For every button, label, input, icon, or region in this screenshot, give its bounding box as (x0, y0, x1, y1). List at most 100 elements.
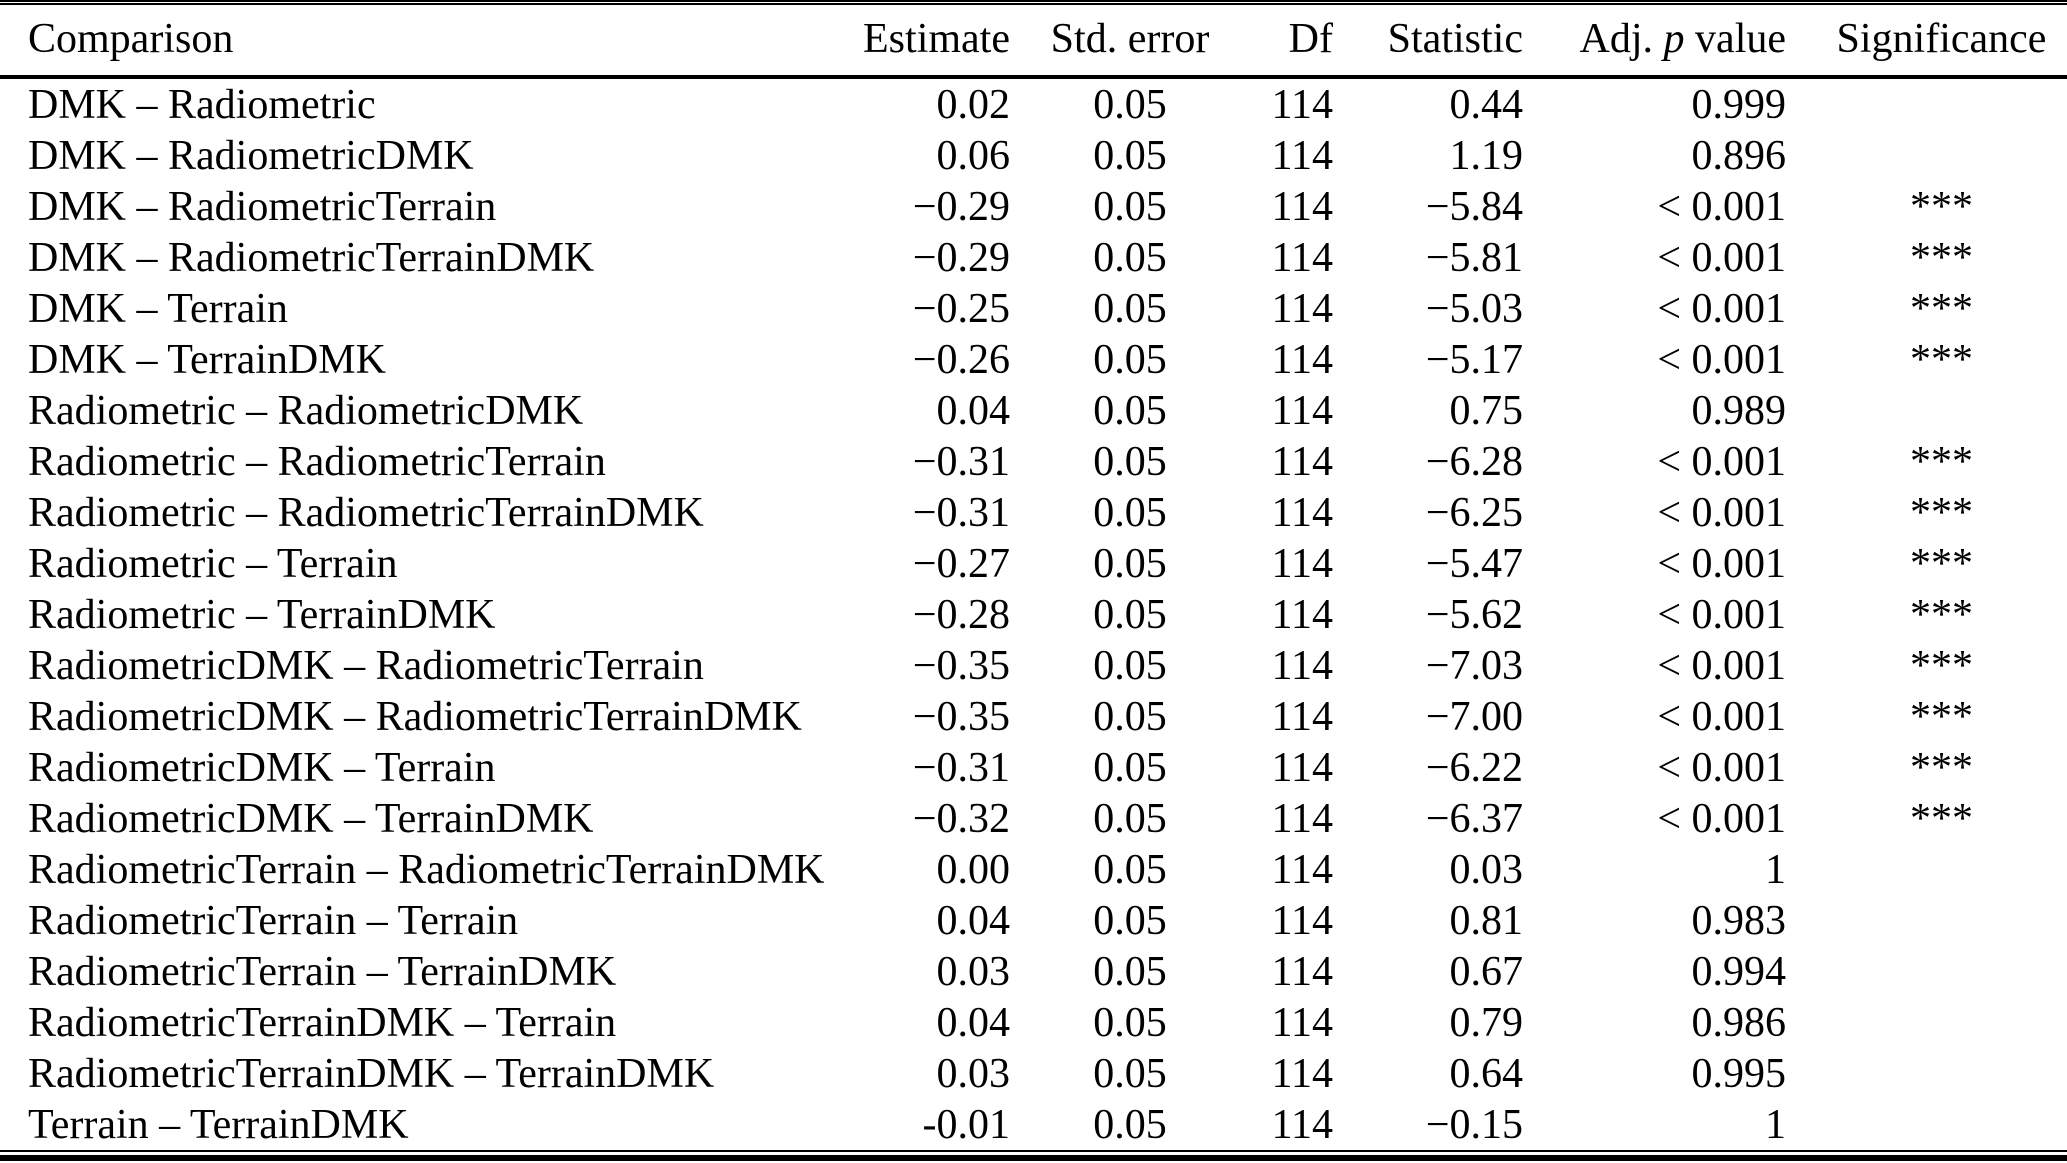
table-row: RadiometricDMK – RadiometricTerrain −0.35… (0, 640, 2067, 691)
cell-comparison: RadiometricTerrain – TerrainDMK (28, 948, 617, 995)
cell-significance (1786, 130, 2067, 181)
cell-adj_p_value: 0.995 (1691, 1050, 1787, 1097)
cell-significance: *** (1910, 744, 1973, 791)
cell-comparison: Radiometric – Terrain (28, 540, 398, 587)
cell-df: 114 (1271, 540, 1333, 587)
cell-std_error: 0.05 (1093, 336, 1167, 383)
cell-significance: *** (1910, 183, 1973, 230)
cell-adj_p_value: < 0.001 (1657, 693, 1786, 740)
cell-estimate: −0.25 (912, 285, 1010, 332)
col-header-comparison: Comparison (0, 5, 830, 79)
table-row: RadiometricTerrain – RadiometricTerrainD… (0, 844, 2067, 895)
cell-estimate: 0.03 (936, 948, 1011, 995)
cell-std_error: 0.05 (1093, 489, 1167, 536)
cell-std_error: 0.05 (1093, 438, 1167, 485)
cell-statistic: 0.03 (1449, 846, 1524, 893)
cell-significance: *** (1910, 540, 1973, 587)
cell-df: 114 (1271, 336, 1333, 383)
cell-comparison: Terrain – TerrainDMK (28, 1101, 409, 1148)
cell-adj_p_value: 0.983 (1691, 897, 1787, 944)
cell-df: 114 (1271, 897, 1333, 944)
cell-comparison: DMK – Terrain (28, 285, 288, 332)
cell-significance (1786, 844, 2067, 895)
cell-estimate: 0.04 (936, 897, 1011, 944)
cell-statistic: −5.81 (1425, 234, 1523, 281)
col-header-significance: Significance (1786, 5, 2067, 79)
cell-adj_p_value: 0.986 (1691, 999, 1787, 1046)
cell-comparison: DMK – TerrainDMK (28, 336, 386, 383)
cell-estimate: −0.28 (912, 591, 1010, 638)
table-row: Radiometric – Terrain −0.27 0.05 114 −5.47 < … (0, 538, 2067, 589)
cell-comparison: Radiometric – RadiometricTerrain (28, 438, 606, 485)
cell-statistic: 0.81 (1449, 897, 1524, 944)
cell-comparison: DMK – RadiometricTerrain (28, 183, 497, 230)
cell-std_error: 0.05 (1093, 999, 1167, 1046)
cell-std_error: 0.05 (1093, 387, 1167, 434)
cell-std_error: 0.05 (1093, 81, 1167, 128)
table-row: DMK – Terrain −0.25 0.05 114 −5.03 < 0.001 *** (0, 283, 2067, 334)
cell-adj_p_value: < 0.001 (1657, 489, 1786, 536)
cell-std_error: 0.05 (1093, 693, 1167, 740)
cell-estimate: −0.32 (912, 795, 1010, 842)
cell-significance: *** (1910, 438, 1973, 485)
table-row: DMK – Radiometric 0.02 0.05 114 0.44 0.999 (0, 77, 2067, 130)
cell-adj_p_value: < 0.001 (1657, 591, 1786, 638)
cell-comparison: RadiometricDMK – RadiometricTerrainDMK (28, 693, 802, 740)
cell-df: 114 (1271, 591, 1333, 638)
col-header-std-error: Std. error (1010, 5, 1250, 79)
cell-statistic: −7.00 (1425, 693, 1523, 740)
cell-comparison: RadiometricDMK – TerrainDMK (28, 795, 594, 842)
cell-significance (1786, 77, 2067, 130)
adj-p-prefix: Adj. (1579, 16, 1654, 62)
cell-comparison: Radiometric – RadiometricDMK (28, 387, 584, 434)
table-row: RadiometricDMK – RadiometricTerrainDMK −0… (0, 691, 2067, 742)
cell-adj_p_value: < 0.001 (1657, 234, 1786, 281)
cell-df: 114 (1271, 693, 1333, 740)
cell-significance (1786, 1099, 2067, 1150)
cell-significance (1786, 997, 2067, 1048)
header-row: Comparison Estimate Std. error Df Statis… (0, 5, 2067, 79)
adj-p-italic-p: p (1663, 16, 1685, 62)
cell-adj_p_value: < 0.001 (1657, 642, 1786, 689)
cell-significance (1786, 385, 2067, 436)
cell-adj_p_value: < 0.001 (1657, 438, 1786, 485)
cell-statistic: 0.75 (1449, 387, 1524, 434)
cell-comparison: RadiometricDMK – RadiometricTerrain (28, 642, 704, 689)
cell-comparison: RadiometricTerrainDMK – Terrain (28, 999, 617, 1046)
cell-significance: *** (1910, 591, 1973, 638)
cell-estimate: −0.26 (912, 336, 1010, 383)
cell-significance (1786, 946, 2067, 997)
table-top-rule (0, 0, 2067, 5)
table-row: RadiometricTerrain – TerrainDMK 0.03 0.05 1… (0, 946, 2067, 997)
table-row: Terrain – TerrainDMK -0.01 0.05 114 −0.15 1 (0, 1099, 2067, 1150)
table-row: DMK – TerrainDMK −0.26 0.05 114 −5.17 < 0.001… (0, 334, 2067, 385)
cell-std_error: 0.05 (1093, 132, 1167, 179)
cell-estimate: 0.02 (936, 81, 1011, 128)
col-header-estimate: Estimate (830, 5, 1010, 79)
cell-statistic: 0.44 (1449, 81, 1524, 128)
table-row: Radiometric – RadiometricDMK 0.04 0.05 114 0… (0, 385, 2067, 436)
cell-estimate: 0.06 (936, 132, 1011, 179)
cell-df: 114 (1271, 81, 1333, 128)
cell-df: 114 (1271, 234, 1333, 281)
cell-adj_p_value: < 0.001 (1657, 540, 1786, 587)
cell-statistic: −5.62 (1425, 591, 1523, 638)
cell-adj_p_value: 1 (1765, 1101, 1786, 1148)
cell-statistic: −0.15 (1425, 1101, 1523, 1148)
col-header-statistic: Statistic (1333, 5, 1523, 79)
cell-significance: *** (1910, 795, 1973, 842)
cell-std_error: 0.05 (1093, 1101, 1167, 1148)
cell-df: 114 (1271, 1050, 1333, 1097)
col-header-df: Df (1250, 5, 1333, 79)
cell-adj_p_value: < 0.001 (1657, 744, 1786, 791)
cell-std_error: 0.05 (1093, 948, 1167, 995)
cell-estimate: −0.29 (912, 234, 1010, 281)
cell-statistic: −6.37 (1425, 795, 1523, 842)
col-header-adj-p-value: Adj. p value (1523, 5, 1786, 79)
table-row: RadiometricDMK – Terrain −0.31 0.05 114 −6.2… (0, 742, 2067, 793)
cell-significance (1786, 1048, 2067, 1099)
cell-statistic: −6.28 (1425, 438, 1523, 485)
cell-statistic: 0.79 (1449, 999, 1524, 1046)
cell-estimate: −0.31 (912, 489, 1010, 536)
